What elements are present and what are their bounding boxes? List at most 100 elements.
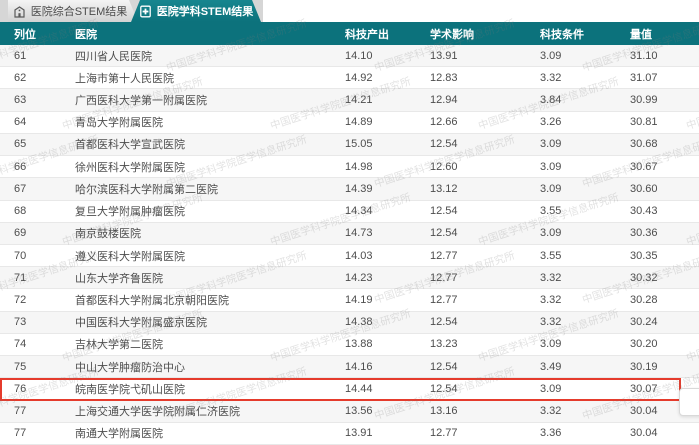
table-row[interactable]: 64 青岛大学附属医院 14.89 12.66 3.26 30.81	[0, 111, 699, 134]
condition-cell: 3.36	[540, 427, 562, 440]
output-cell: 14.89	[345, 116, 373, 129]
output-cell: 14.10	[345, 49, 373, 62]
table-header-row: 列位 医院 科技产出 学术影响 科技条件 量值	[0, 22, 699, 45]
condition-cell: 3.32	[540, 405, 562, 418]
condition-cell: 3.32	[540, 271, 562, 284]
table-row[interactable]: 71 山东大学齐鲁医院 14.23 12.77 3.32 30.32	[0, 267, 699, 290]
hospital-cell: 哈尔滨医科大学附属第二医院	[75, 183, 218, 196]
table-row[interactable]: 70 遵义医科大学附属医院 14.03 12.77 3.55 30.35	[0, 244, 699, 268]
table-row[interactable]: 65 首都医科大学宣武医院 15.05 12.54 3.09 30.68	[0, 133, 699, 157]
impact-cell: 12.54	[430, 138, 458, 151]
output-cell: 14.92	[345, 71, 373, 84]
table-row[interactable]: 61 四川省人民医院 14.10 13.91 3.09 31.10	[0, 45, 699, 68]
hospital-cell: 上海市第十人民医院	[75, 72, 174, 85]
rank-cell: 71	[14, 271, 27, 284]
rank-cell: 67	[14, 182, 27, 195]
output-cell: 13.88	[345, 338, 373, 351]
hospital-cell: 中国医科大学附属盛京医院	[75, 317, 207, 330]
table-row[interactable]: 77 南通大学附属医院 13.91 12.77 3.36 30.04	[0, 422, 699, 445]
table-row[interactable]: 77 上海交通大学医学院附属仁济医院 13.56 13.16 3.32 30.0…	[0, 400, 699, 423]
rank-cell: 77	[14, 405, 27, 418]
tab-bar: 医院综合STEM结果 医院学科STEM结果	[0, 0, 699, 22]
value-cell: 30.19	[630, 360, 658, 373]
value-cell: 30.24	[630, 316, 658, 329]
hospital-cell: 首都医科大学附属北京朝阳医院	[75, 295, 229, 308]
condition-cell: 3.09	[540, 138, 562, 151]
table-row[interactable]: 73 中国医科大学附属盛京医院 14.38 12.54 3.32 30.24	[0, 311, 699, 334]
condition-cell: 3.09	[540, 49, 562, 62]
table-row[interactable]: 68 复旦大学附属肿瘤医院 14.34 12.54 3.55 30.43	[0, 200, 699, 223]
rank-cell: 75	[14, 360, 27, 373]
condition-cell: 3.32	[540, 316, 562, 329]
tab-hospital-subject-stem[interactable]: 医院学科STEM结果	[131, 0, 261, 22]
table-row[interactable]: 62 上海市第十人民医院 14.92 12.83 3.32 31.07	[0, 67, 699, 90]
impact-cell: 13.91	[430, 49, 458, 62]
impact-cell: 13.16	[430, 405, 458, 418]
table-row[interactable]: 75 中山大学肿瘤防治中心 14.16 12.54 3.49 30.19	[0, 356, 699, 379]
condition-cell: 3.55	[540, 249, 562, 262]
condition-cell: 3.09	[540, 160, 562, 173]
value-cell: 30.67	[630, 160, 658, 173]
impact-cell: 12.66	[430, 116, 458, 129]
output-cell: 13.56	[345, 405, 373, 418]
rank-cell: 70	[14, 249, 27, 262]
hospital-cell: 遵义医科大学附属医院	[75, 250, 185, 263]
table-body: 61 四川省人民医院 14.10 13.91 3.09 31.10 62 上海市…	[0, 45, 699, 445]
table-row[interactable]: 67 哈尔滨医科大学附属第二医院 14.39 13.12 3.09 30.60	[0, 178, 699, 201]
rank-cell: 63	[14, 94, 27, 107]
hospital-building-icon	[13, 5, 26, 18]
document-plus-icon	[139, 5, 152, 18]
output-cell: 14.16	[345, 360, 373, 373]
impact-cell: 12.77	[430, 294, 458, 307]
hospital-cell: 吉林大学第二医院	[75, 339, 163, 352]
value-cell: 30.32	[630, 271, 658, 284]
hospital-cell: 中山大学肿瘤防治中心	[75, 361, 185, 374]
output-cell: 14.34	[345, 205, 373, 218]
condition-cell: 3.09	[540, 182, 562, 195]
rank-cell: 64	[14, 116, 27, 129]
condition-cell: 3.32	[540, 294, 562, 307]
condition-cell: 3.09	[540, 227, 562, 240]
table-row[interactable]: 63 广西医科大学第一附属医院 14.21 12.94 3.84 30.99	[0, 89, 699, 112]
rank-cell: 77	[14, 427, 27, 440]
hospital-cell: 南京鼓楼医院	[75, 228, 141, 241]
value-cell: 30.43	[630, 205, 658, 218]
impact-cell: 12.60	[430, 160, 458, 173]
value-cell: 30.04	[630, 427, 658, 440]
table-row[interactable]: 66 徐州医科大学附属医院 14.98 12.60 3.09 30.67	[0, 156, 699, 179]
condition-cell: 3.32	[540, 71, 562, 84]
column-header-condition: 科技条件	[540, 28, 584, 41]
rank-cell: 61	[14, 49, 27, 62]
output-cell: 14.21	[345, 94, 373, 107]
value-cell: 30.28	[630, 294, 658, 307]
rank-cell: 65	[14, 138, 27, 151]
hospital-cell: 复旦大学附属肿瘤医院	[75, 206, 185, 219]
value-cell: 30.35	[630, 249, 658, 262]
rank-cell: 66	[14, 160, 27, 173]
floating-button-partial[interactable]	[679, 388, 699, 416]
hospital-cell: 徐州医科大学附属医院	[75, 161, 185, 174]
table-row-highlighted[interactable]: 76 皖南医学院弋矶山医院 14.44 12.54 3.09 30.07	[0, 378, 699, 401]
impact-cell: 12.54	[430, 316, 458, 329]
impact-cell: 12.54	[430, 382, 458, 395]
condition-cell: 3.26	[540, 116, 562, 129]
output-cell: 14.98	[345, 160, 373, 173]
tab-hospital-overall-stem[interactable]: 医院综合STEM结果	[8, 0, 138, 22]
rank-cell: 76	[14, 382, 27, 395]
output-cell: 14.19	[345, 294, 373, 307]
column-header-hospital: 医院	[75, 28, 97, 41]
hospital-cell: 皖南医学院弋矶山医院	[75, 383, 185, 396]
value-cell: 30.36	[630, 227, 658, 240]
output-cell: 13.91	[345, 427, 373, 440]
rank-cell: 62	[14, 71, 27, 84]
output-cell: 14.23	[345, 271, 373, 284]
hospital-cell: 南通大学附属医院	[75, 428, 163, 441]
impact-cell: 12.54	[430, 227, 458, 240]
rank-cell: 74	[14, 338, 27, 351]
table-row[interactable]: 72 首都医科大学附属北京朝阳医院 14.19 12.77 3.32 30.28	[0, 289, 699, 312]
table-row[interactable]: 69 南京鼓楼医院 14.73 12.54 3.09 30.36	[0, 222, 699, 245]
table-row[interactable]: 74 吉林大学第二医院 13.88 13.23 3.09 30.20	[0, 333, 699, 357]
output-cell: 14.44	[345, 382, 373, 395]
output-cell: 15.05	[345, 138, 373, 151]
column-header-value: 量值	[630, 28, 652, 41]
